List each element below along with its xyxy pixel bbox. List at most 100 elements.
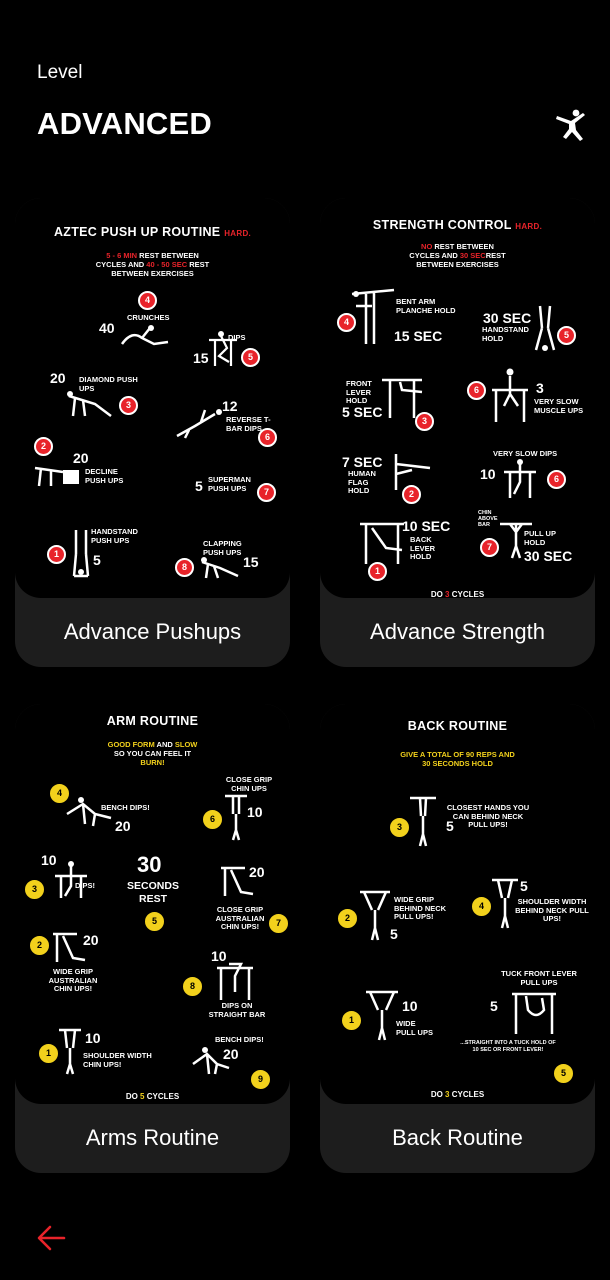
exercise-label: CLOSE GRIP AUSTRALIAN CHIN UPS!: [215, 905, 265, 931]
routine-card-advance-pushups[interactable]: AZTEC PUSH UP ROUTINE HARD. 5 - 6 MIN RE…: [15, 198, 290, 667]
handstand-figure: [70, 528, 92, 578]
step-badge: 2: [402, 485, 421, 504]
back-button[interactable]: [36, 1222, 68, 1254]
poster-rest-note: 5 - 6 MIN REST BETWEEN CYCLES AND 40 - 5…: [95, 251, 210, 278]
routine-poster: STRENGTH CONTROL HARD. NO REST BETWEEN C…: [320, 198, 595, 598]
exercise-label: TUCK FRONT LEVER PULL UPS: [501, 969, 577, 987]
level-title: ADVANCED: [37, 106, 212, 141]
exercise-label: VERY SLOW DIPS: [493, 449, 558, 458]
step-badge: 3: [119, 396, 138, 415]
human-flag-figure: [392, 452, 432, 492]
poster-note: GIVE A TOTAL OF 90 REPS AND 30 SECONDS H…: [400, 750, 515, 768]
step-badge: 6: [547, 470, 566, 489]
exercise-label: SHOULDER WIDTH CHIN UPS!: [83, 1051, 152, 1069]
exercise-label: DIPS ON STRAIGHT BAR: [208, 1001, 266, 1019]
chin-note: CHIN ABOVE BAR: [478, 510, 498, 528]
exercise-reps: 40: [99, 320, 115, 336]
exercise-reps: 5: [93, 552, 101, 568]
step-badge: 8: [175, 558, 194, 577]
step-badge: 3: [25, 880, 44, 899]
step-badge: 3: [415, 412, 434, 431]
exercise-label: CLOSEST HANDS YOU CAN BEHIND NECK PULL U…: [446, 803, 530, 829]
diamond-pushup-figure: [65, 388, 115, 420]
exercise-reps: 15: [243, 554, 259, 570]
routine-poster: ARM ROUTINE GOOD FORM AND SLOW SO YOU CA…: [15, 704, 290, 1104]
exercise-reps: 20: [50, 370, 66, 386]
card-title: Advance Strength: [370, 619, 545, 644]
poster-title: BACK ROUTINE: [407, 719, 508, 733]
poster-title: STRENGTH CONTROL HARD.: [372, 218, 543, 232]
poster-note: GOOD FORM AND SLOW SO YOU CAN FEEL IT BU…: [107, 740, 198, 767]
exercise-label: BENT ARM PLANCHE HOLD: [396, 297, 456, 315]
routine-poster: AZTEC PUSH UP ROUTINE HARD. 5 - 6 MIN RE…: [15, 198, 290, 598]
exercise-reps: 20: [249, 864, 265, 880]
exercise-reps: 5: [446, 818, 454, 834]
exercise-reps: 30 SEC: [524, 548, 573, 564]
routine-card-arms-routine[interactable]: ARM ROUTINE GOOD FORM AND SLOW SO YOU CA…: [15, 704, 290, 1173]
exercise-label: BENCH DIPS!: [215, 1035, 264, 1044]
step-badge: 4: [337, 313, 356, 332]
step-badge: 2: [338, 909, 357, 928]
card-title: Advance Pushups: [63, 619, 242, 644]
step-badge: 7: [257, 483, 276, 502]
step-badge: 5: [554, 1064, 573, 1083]
routine-card-back-routine[interactable]: BACK ROUTINE GIVE A TOTAL OF 90 REPS AND…: [320, 704, 595, 1173]
step-badge: 8: [183, 977, 202, 996]
step-badge: 7: [480, 538, 499, 557]
arrow-left-icon: [37, 1225, 66, 1251]
muscle-up-figure: [490, 366, 530, 422]
exercise-label: DIPS: [228, 333, 246, 342]
tbar-dips-figure: [175, 406, 225, 440]
poster-rest-note: NO REST BETWEEN CYCLES AND 30 SECREST BE…: [409, 242, 506, 269]
decline-pushup-figure: [33, 460, 83, 488]
exercise-label: DECLINE PUSH UPS: [85, 467, 124, 485]
step-badge: 4: [50, 784, 69, 803]
exercise-label: FRONT LEVER HOLD: [346, 379, 372, 405]
exercise-label: HANDSTAND PUSH UPS: [91, 527, 138, 545]
step-badge: 5: [557, 326, 576, 345]
exercise-label: VERY SLOW MUSCLE UPS: [534, 397, 584, 415]
exercise-label: PULL UP HOLD: [524, 529, 556, 547]
step-badge: 4: [472, 897, 491, 916]
poster-footer: DO 3 CYCLES: [430, 590, 485, 598]
step-badge: 1: [47, 545, 66, 564]
poster-footer: DO 3 CYCLES: [430, 1090, 485, 1099]
exercise-label: BACK LEVER HOLD: [410, 535, 436, 561]
gymnast-icon[interactable]: [554, 108, 590, 142]
exercise-label: HUMAN FLAG HOLD: [348, 469, 376, 495]
exercise-reps: 15 SEC: [394, 328, 443, 344]
step-badge: 2: [30, 936, 49, 955]
exercise-reps: 5: [490, 998, 498, 1014]
step-badge: 6: [203, 810, 222, 829]
exercise-label: REVERSE T-BAR DIPS: [226, 415, 271, 433]
step-badge: 5: [145, 912, 164, 931]
crunch-figure: [120, 324, 170, 346]
step-badge: 4: [138, 291, 157, 310]
exercise-label: CRUNCHES: [127, 313, 170, 322]
exercise-label: CLAPPING PUSH UPS: [203, 539, 242, 557]
exercise-reps: 10: [211, 948, 227, 964]
routine-card-advance-strength[interactable]: STRENGTH CONTROL HARD. NO REST BETWEEN C…: [320, 198, 595, 667]
poster-title: AZTEC PUSH UP ROUTINE HARD.: [53, 225, 252, 239]
exercise-reps: 5: [520, 878, 528, 894]
step-badge: 7: [269, 914, 288, 933]
close-grip-pull-up-figure: [410, 796, 436, 848]
back-lever-figure: [358, 520, 406, 566]
exercise-label: BENCH DIPS!: [101, 803, 150, 812]
exercise-label: HANDSTAND HOLD: [482, 325, 529, 343]
tuck-front-lever-figure: [510, 990, 558, 1036]
wide-australian-figure: [51, 930, 87, 964]
straight-bar-dips-figure: [215, 962, 255, 1002]
exercise-reps: 20: [83, 932, 99, 948]
exercise-reps: 10: [85, 1030, 101, 1046]
exercise-label: DIPS!: [75, 881, 96, 890]
tuck-note: ...STRAIGHT INTO A TUCK HOLD OF 10 SEC O…: [460, 1040, 556, 1053]
front-lever-figure: [380, 376, 424, 420]
exercise-reps: 5 SEC: [342, 404, 383, 420]
bench-dips-figure: [65, 794, 113, 828]
clapping-pushup-figure: [200, 556, 240, 580]
shoulder-width-pull-up-figure: [492, 878, 518, 930]
exercise-label: SUPERMAN PUSH UPS: [208, 475, 251, 493]
step-badge: 6: [467, 381, 486, 400]
exercise-label: CLOSE GRIP CHIN UPS: [225, 775, 273, 793]
